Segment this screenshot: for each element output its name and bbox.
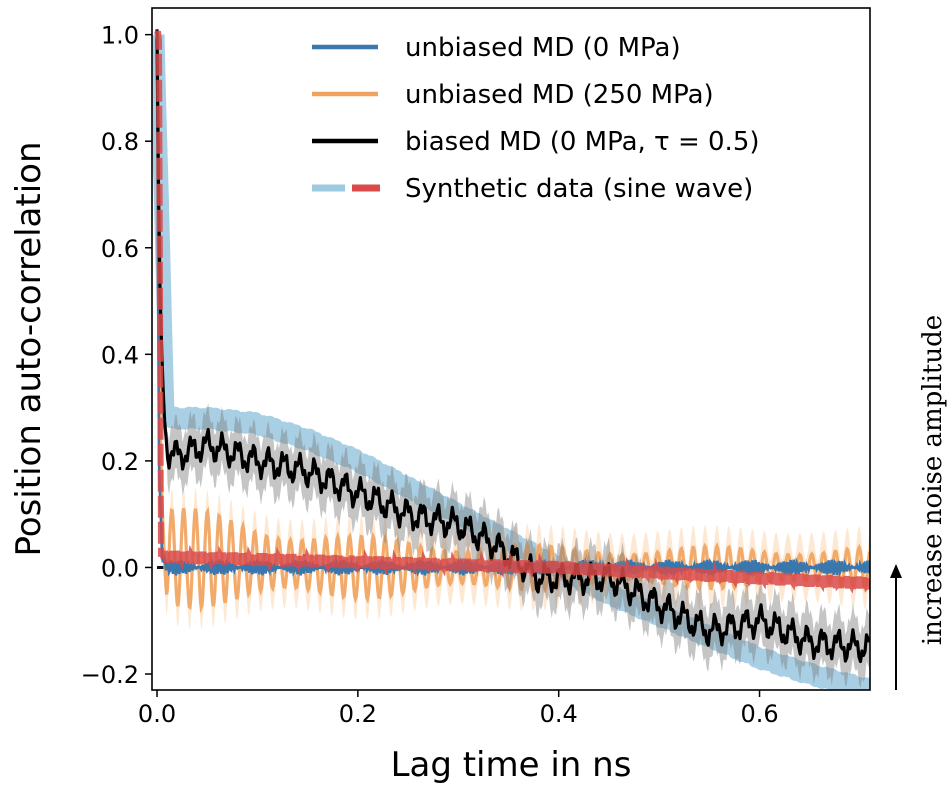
series-unbiased-0 — [155, 34, 870, 578]
x-axis-title: Lag time in ns — [391, 745, 632, 785]
tick-layer: 0.0 0.2 0.4 0.6 −0.2 0.0 0.2 0.4 0.6 0.8 1.0 — [81, 22, 779, 728]
legend-label-unbiased-250: unbiased MD (250 MPa) — [405, 80, 714, 110]
legend-label-biased: biased MD (0 MPa, τ = 0.5) — [405, 127, 760, 157]
noise-arrow-head — [890, 564, 902, 578]
plot-frame — [151, 7, 871, 691]
series-biased-band — [157, 23, 870, 689]
y-tick-label: 0.0 — [101, 554, 139, 582]
noise-annotation: increase noise amplitude — [890, 315, 948, 690]
y-axis-title: Position auto-correlation — [9, 141, 49, 556]
y-tick-label: 0.4 — [101, 341, 139, 369]
y-tick-label: 0.6 — [101, 235, 139, 263]
series-biased — [155, 29, 870, 664]
series-synthetic-red — [154, 30, 870, 594]
y-tick-label: 0.8 — [101, 128, 139, 156]
series-unbiased-250 — [155, 34, 870, 614]
x-tick-label: 0.0 — [138, 700, 176, 728]
legend-label-unbiased-0: unbiased MD (0 MPa) — [405, 33, 681, 63]
y-tick-label: 0.2 — [101, 448, 139, 476]
x-tick-label: 0.2 — [339, 700, 377, 728]
y-tick-label: −0.2 — [81, 661, 139, 689]
x-tick-label: 0.4 — [540, 700, 578, 728]
x-tick-label: 0.6 — [740, 700, 778, 728]
legend-label-synthetic: Synthetic data (sine wave) — [405, 174, 753, 204]
legend: unbiased MD (0 MPa) unbiased MD (250 MPa… — [312, 33, 760, 204]
y-tick-label: 1.0 — [101, 22, 139, 50]
plot-data-layer — [152, 13, 870, 690]
noise-annotation-text: increase noise amplitude — [918, 315, 948, 645]
